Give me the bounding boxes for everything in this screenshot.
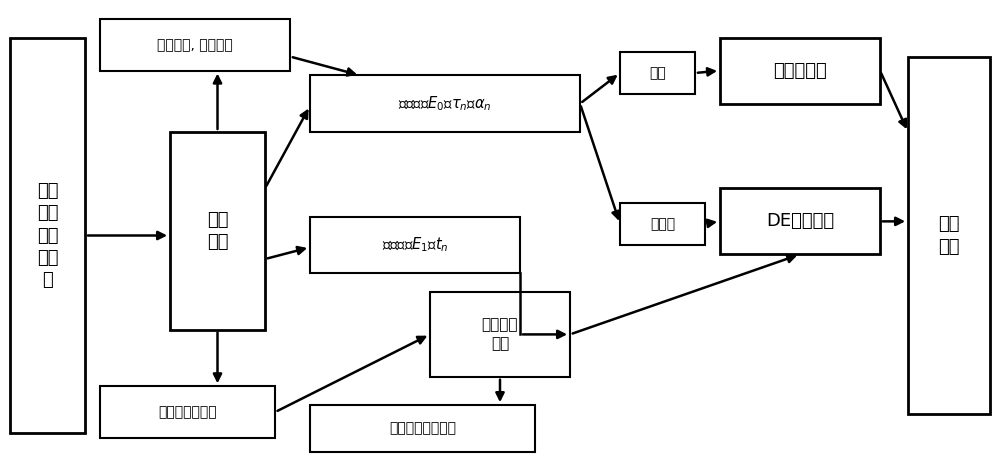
Bar [100,19,290,71]
Text: DE算法求解: DE算法求解 [766,212,834,230]
Bar [100,386,275,438]
Bar [310,217,520,273]
Bar [310,75,580,132]
Text: 中心频率$E_0$：$\tau_n$，$\alpha_n$: 中心频率$E_0$：$\tau_n$，$\alpha_n$ [398,94,492,113]
Bar [908,57,990,414]
Text: 凸的: 凸的 [649,66,666,80]
Bar [310,405,535,452]
Bar [720,38,880,104]
Text: 子阵优化
技术: 子阵优化 技术 [482,317,518,351]
Text: 大型
异构
四维
阵综
合: 大型 异构 四维 阵综 合 [37,182,58,289]
Text: 非凸的: 非凸的 [650,217,675,231]
Text: 高维、部分非凸: 高维、部分非凸 [158,405,217,419]
Bar [430,292,570,377]
Bar [170,132,265,330]
Text: 快速
高效: 快速 高效 [938,215,960,256]
Bar [720,188,880,254]
Text: 优化
变量: 优化 变量 [207,211,228,251]
Bar [10,38,85,433]
Bar [620,203,705,245]
Text: 凸优化求解: 凸优化求解 [773,62,827,80]
Text: 减小优化变量个数: 减小优化变量个数 [389,422,456,436]
Text: 成百上千, 部分凸的: 成百上千, 部分凸的 [157,38,233,52]
Text: 第一边带$E_1$：$t_n$: 第一边带$E_1$：$t_n$ [382,236,448,254]
Bar [620,52,695,94]
